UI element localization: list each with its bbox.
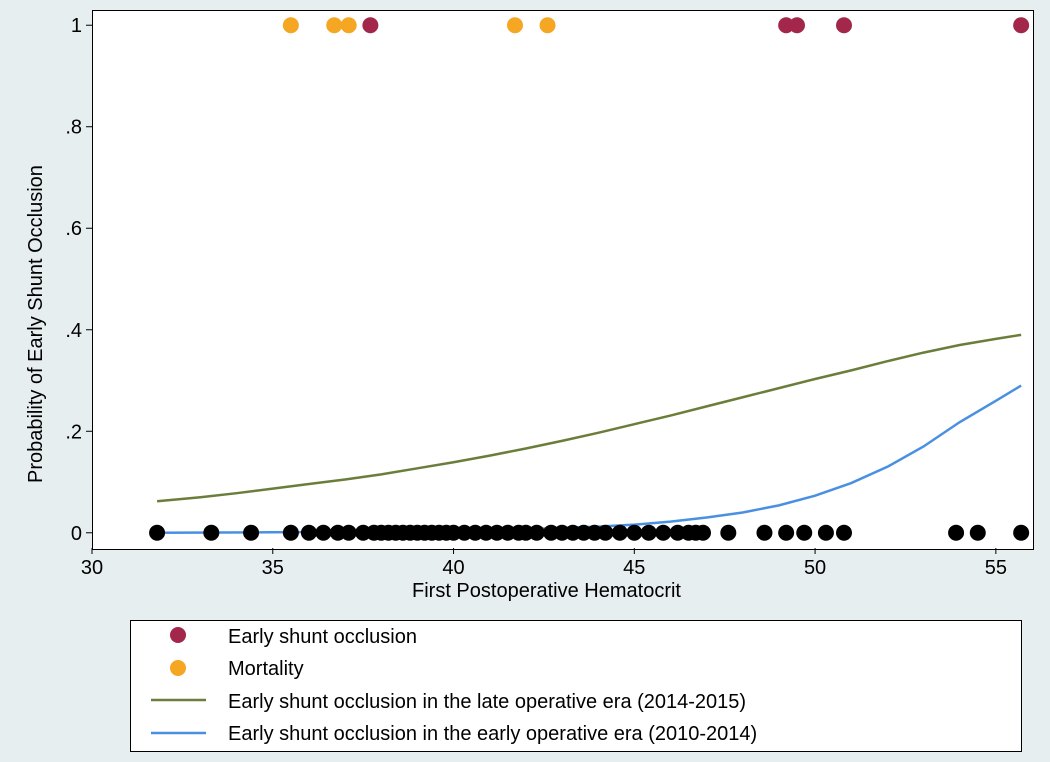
legend-label: Early shunt occlusion in the early opera… <box>206 723 757 746</box>
data-point <box>836 17 852 33</box>
data-point <box>970 525 986 541</box>
legend-label: Early shunt occlusion <box>206 626 417 649</box>
figure-container: 30 35 40 45 50 55 0 .2 .4 .6 .8 1 Probability of Ea… <box>0 0 1050 762</box>
x-tick-label: 35 <box>262 557 284 579</box>
data-point <box>1013 17 1029 33</box>
legend-item: Early shunt occlusion <box>151 625 417 649</box>
legend-item: Early shunt occlusion in the early opera… <box>151 723 757 747</box>
data-point <box>341 17 357 33</box>
data-point <box>283 525 299 541</box>
y-tick-label: .2 <box>65 421 82 443</box>
data-point <box>326 17 342 33</box>
legend-item: Mortality <box>151 658 304 682</box>
series-line <box>157 386 1021 533</box>
data-point <box>626 525 642 541</box>
data-point <box>283 17 299 33</box>
x-tick-label: 50 <box>804 557 826 579</box>
data-point <box>341 525 357 541</box>
x-tick-label: 55 <box>985 557 1007 579</box>
data-point <box>789 17 805 33</box>
data-point <box>315 525 331 541</box>
legend-box: Early shunt occlusion Mortality Early shun… <box>130 620 1022 752</box>
data-point <box>597 525 613 541</box>
y-tick-label: 1 <box>71 15 82 37</box>
data-point <box>818 525 834 541</box>
y-axis-label: Probability of Early Shunt Occlusion <box>25 166 48 484</box>
y-tick-label: 0 <box>71 523 82 545</box>
y-tick-label: .6 <box>65 218 82 240</box>
x-tick-label: 40 <box>442 557 464 579</box>
data-point <box>301 525 317 541</box>
legend-label: Early shunt occlusion in the late operat… <box>206 691 746 714</box>
data-point <box>778 525 794 541</box>
x-tick-label: 45 <box>623 557 645 579</box>
y-tick-label: .4 <box>65 320 82 342</box>
x-tick-label: 30 <box>81 557 103 579</box>
data-point <box>149 525 165 541</box>
data-point <box>203 525 219 541</box>
data-point <box>529 525 545 541</box>
x-axis-label: First Postoperative Hematocrit <box>412 580 681 603</box>
data-point <box>720 525 736 541</box>
data-point <box>948 525 964 541</box>
legend-item: Early shunt occlusion in the late operat… <box>151 690 746 714</box>
legend-label: Mortality <box>206 658 304 681</box>
data-point <box>507 17 523 33</box>
data-point <box>796 525 812 541</box>
y-tick-label: .8 <box>65 117 82 139</box>
data-point <box>1013 525 1029 541</box>
data-point <box>243 525 259 541</box>
data-point <box>836 525 852 541</box>
data-point <box>641 525 657 541</box>
data-point <box>362 17 378 33</box>
data-point <box>612 525 628 541</box>
data-point <box>540 17 556 33</box>
data-point <box>756 525 772 541</box>
series-line <box>157 335 1021 501</box>
data-point <box>695 525 711 541</box>
data-point <box>655 525 671 541</box>
